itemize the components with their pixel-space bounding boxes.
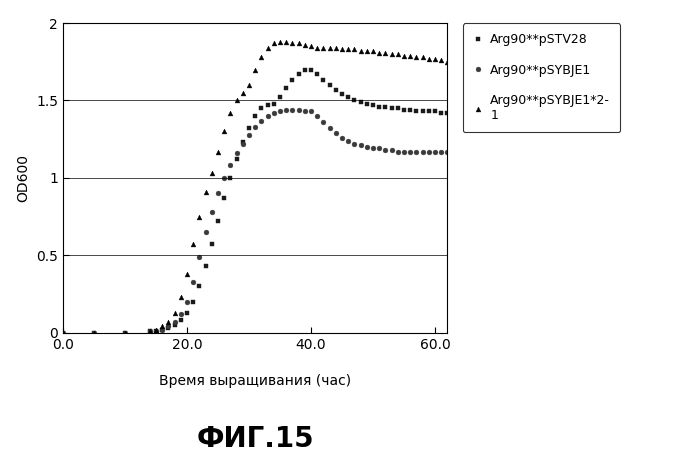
Arg90**pSYBJE1*2-
1 (282, 39, 290, 44)
Arg90**pSYBJE1 (338, 135, 346, 140)
Arg90**pSTV28 (424, 109, 433, 114)
Arg90**pSTV28 (301, 67, 309, 72)
Arg90**pSYBJE1 (325, 126, 333, 131)
Arg90**pSYBJE1 (424, 149, 433, 154)
Arg90**pSYBJE1*2-
1 (59, 330, 67, 335)
Line: Arg90**pSYBJE1*2-
1: Arg90**pSYBJE1*2- 1 (61, 39, 449, 335)
Arg90**pSYBJE1*2-
1 (338, 47, 346, 52)
Arg90**pSTV28 (275, 95, 284, 100)
Arg90**pSYBJE1*2-
1 (443, 59, 452, 65)
Arg90**pSYBJE1 (282, 107, 290, 113)
Arg90**pSYBJE1*2-
1 (238, 90, 247, 96)
Arg90**pSTV28 (238, 140, 247, 145)
Arg90**pSYBJE1 (152, 328, 160, 334)
Arg90**pSYBJE1 (238, 141, 247, 146)
Y-axis label: OD600: OD600 (17, 154, 31, 202)
Text: Время выращивания (час): Время выращивания (час) (159, 374, 351, 388)
Text: ФИГ.15: ФИГ.15 (196, 425, 314, 453)
Arg90**pSYBJE1*2-
1 (152, 327, 160, 332)
Arg90**pSTV28 (443, 110, 452, 116)
Arg90**pSTV28 (338, 91, 346, 97)
Arg90**pSYBJE1*2-
1 (325, 45, 333, 51)
Arg90**pSTV28 (59, 330, 67, 335)
Arg90**pSTV28 (325, 82, 333, 88)
Line: Arg90**pSYBJE1: Arg90**pSYBJE1 (61, 107, 449, 335)
Legend: Arg90**pSTV28, Arg90**pSYBJE1, Arg90**pSYBJE1*2-
1: Arg90**pSTV28, Arg90**pSYBJE1, Arg90**pS… (463, 23, 620, 132)
Line: Arg90**pSTV28: Arg90**pSTV28 (61, 67, 449, 335)
Arg90**pSYBJE1 (275, 109, 284, 114)
Arg90**pSYBJE1*2-
1 (424, 56, 433, 61)
Arg90**pSTV28 (152, 328, 160, 334)
Arg90**pSYBJE1*2-
1 (275, 39, 284, 44)
Arg90**pSYBJE1 (59, 330, 67, 335)
Arg90**pSYBJE1 (443, 149, 452, 154)
